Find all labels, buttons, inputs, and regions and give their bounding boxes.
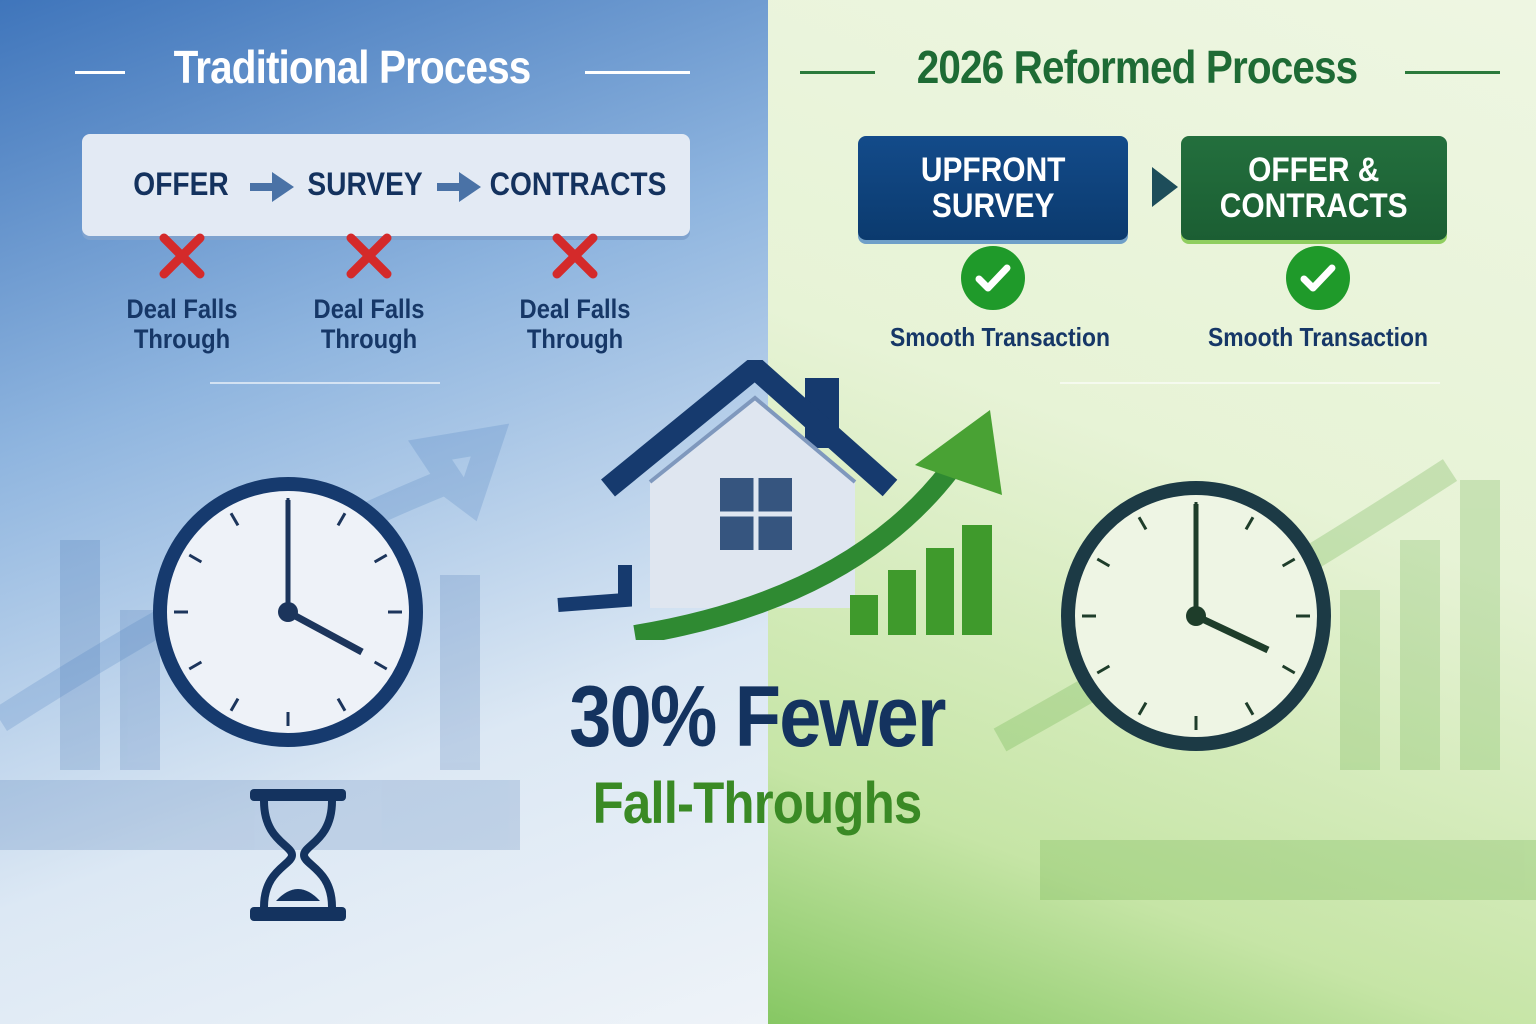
step-line: OFFER & [1248, 151, 1380, 189]
clock-tick [229, 512, 240, 527]
bar-chart-icon [850, 525, 992, 635]
step-contracts: CONTRACTS [489, 166, 667, 202]
clock-tick [373, 553, 388, 564]
triangle-arrow-icon [1152, 167, 1178, 207]
outcome-line: Through [133, 324, 231, 354]
traditional-title: Traditional Process [173, 41, 532, 93]
check-circle-icon [961, 246, 1025, 310]
step-line: SURVEY [931, 187, 1055, 225]
x-mark-icon [346, 233, 392, 279]
clock-tick [1096, 664, 1111, 675]
outcome-deal-falls-through: Deal Falls Through [127, 294, 238, 354]
clock-tick [188, 553, 203, 564]
outcome-line: Deal Falls [126, 294, 238, 324]
title-rule-right [585, 71, 690, 74]
clock-tick [1244, 701, 1255, 716]
check-circle-icon [1286, 246, 1350, 310]
title-rule-left [75, 71, 125, 74]
hourglass-icon [250, 789, 346, 921]
outcome-line: Through [320, 324, 418, 354]
right-bar-chart-decoration [1040, 480, 1536, 900]
clock-tick [1137, 516, 1148, 531]
arrow-head-icon [915, 410, 1002, 495]
outcome-smooth-transaction: Smooth Transaction [1208, 322, 1428, 352]
step-offer-contracts: OFFER & CONTRACTS [1181, 136, 1447, 240]
clock-tick [1096, 557, 1111, 568]
clock-tick [336, 512, 347, 527]
clock-tick [229, 697, 240, 712]
clock-tick [1281, 664, 1296, 675]
clock-tick [188, 660, 203, 671]
clock-tick [336, 697, 347, 712]
outcome-line: Through [526, 324, 624, 354]
reformed-title: 2026 Reformed Process [916, 41, 1358, 93]
house-growth-illustration [557, 360, 1002, 640]
step-line: UPFRONT [920, 151, 1066, 189]
step-line: CONTRACTS [1220, 187, 1408, 225]
x-mark-icon [159, 233, 205, 279]
headline-subtitle: Fall-Throughs [592, 771, 923, 836]
house-icon [557, 360, 898, 612]
clock-icon [153, 477, 423, 747]
outcome-smooth-transaction: Smooth Transaction [890, 322, 1110, 352]
clock-tick [373, 660, 388, 671]
step-survey: SURVEY [307, 166, 423, 202]
title-rule-right [1405, 71, 1500, 74]
traditional-flow-box [82, 134, 690, 236]
title-rule-left [800, 71, 875, 74]
arrow-right-icon [437, 172, 481, 202]
clock-tick [1137, 701, 1148, 716]
clock-tick [1244, 516, 1255, 531]
step-offer: OFFER [133, 166, 229, 202]
clock-tick [1281, 557, 1296, 568]
x-mark-icon [552, 233, 598, 279]
arrow-right-icon [250, 172, 294, 202]
outcome-deal-falls-through: Deal Falls Through [520, 294, 631, 354]
outcome-deal-falls-through: Deal Falls Through [314, 294, 425, 354]
headline-stat: 30% Fewer [569, 669, 946, 765]
outcome-line: Deal Falls [519, 294, 631, 324]
outcome-line: Deal Falls [313, 294, 425, 324]
clock-icon [1061, 481, 1331, 751]
step-upfront-survey: UPFRONT SURVEY [858, 136, 1128, 240]
trend-arrow-icon [633, 463, 958, 640]
